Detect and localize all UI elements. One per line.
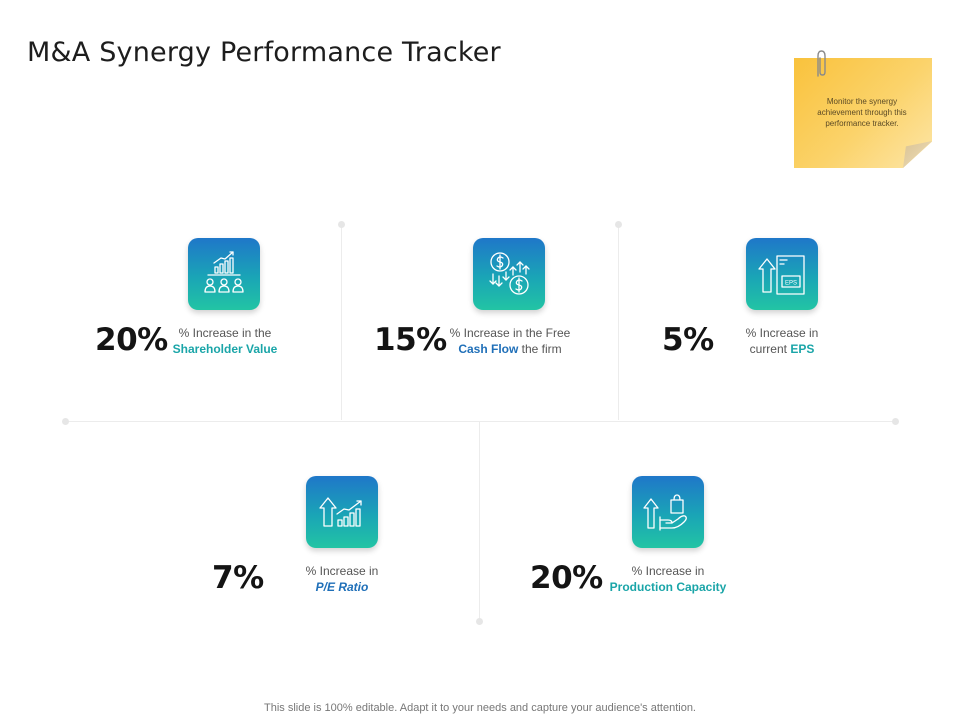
metric-value: 7% (212, 560, 264, 596)
metric-value: 5% (662, 322, 714, 358)
metric-value: 20% (530, 560, 603, 596)
page-title: M&A Synergy Performance Tracker (27, 37, 501, 68)
metric-value: 20% (95, 322, 168, 358)
production-hand-icon (632, 476, 704, 548)
metric-description: % Increase in Production Capacity (609, 564, 727, 594)
pe-ratio-growth-icon (306, 476, 378, 548)
cash-flow-icon (473, 238, 545, 310)
sticky-note-text: Monitor the synergy achievement through … (817, 97, 907, 128)
svg-text:EPS: EPS (785, 281, 797, 287)
footer-text: This slide is 100% editable. Adapt it to… (264, 702, 696, 714)
metric-description: % Increase in the Free Cash Flow the fir… (449, 326, 571, 356)
eps-document-icon: EPS (746, 238, 818, 310)
shareholders-growth-icon (188, 238, 260, 310)
paperclip-icon (817, 50, 826, 77)
metric-description: % Increase in current EPS (745, 326, 819, 356)
metric-description: % Increase in P/E Ratio (305, 564, 379, 594)
metric-value: 15% (374, 322, 447, 358)
metric-description: % Increase in the Shareholder Value (172, 326, 278, 356)
